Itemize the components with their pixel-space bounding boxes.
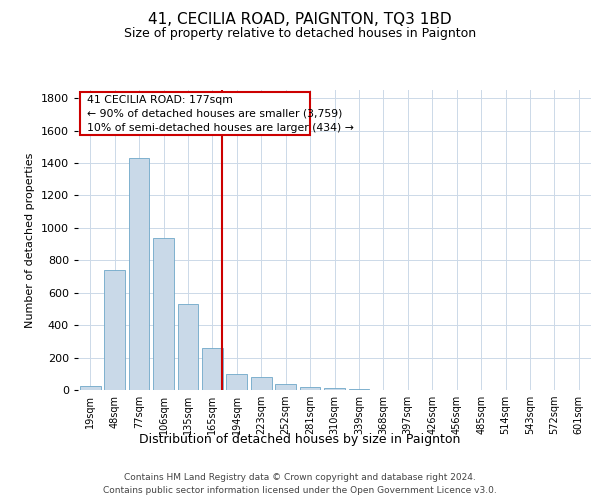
Bar xyxy=(128,158,149,390)
Text: Distribution of detached houses by size in Paignton: Distribution of detached houses by size … xyxy=(139,432,461,446)
Bar xyxy=(226,374,247,390)
Bar xyxy=(275,384,296,390)
Bar xyxy=(80,386,101,390)
Y-axis label: Number of detached properties: Number of detached properties xyxy=(25,152,35,328)
Bar xyxy=(202,348,223,390)
Bar xyxy=(349,389,370,390)
Text: 41 CECILIA ROAD: 177sqm: 41 CECILIA ROAD: 177sqm xyxy=(87,94,233,104)
Text: Contains HM Land Registry data © Crown copyright and database right 2024.: Contains HM Land Registry data © Crown c… xyxy=(124,472,476,482)
Bar xyxy=(104,270,125,390)
Text: Size of property relative to detached houses in Paignton: Size of property relative to detached ho… xyxy=(124,28,476,40)
Text: Contains public sector information licensed under the Open Government Licence v3: Contains public sector information licen… xyxy=(103,486,497,495)
Bar xyxy=(251,377,272,390)
Bar xyxy=(299,387,320,390)
Text: ← 90% of detached houses are smaller (3,759): ← 90% of detached houses are smaller (3,… xyxy=(87,108,343,118)
Text: 41, CECILIA ROAD, PAIGNTON, TQ3 1BD: 41, CECILIA ROAD, PAIGNTON, TQ3 1BD xyxy=(148,12,452,28)
Bar xyxy=(178,304,199,390)
Text: 10% of semi-detached houses are larger (434) →: 10% of semi-detached houses are larger (… xyxy=(87,122,354,132)
Bar xyxy=(153,238,174,390)
Bar xyxy=(324,388,345,390)
FancyBboxPatch shape xyxy=(80,92,310,136)
